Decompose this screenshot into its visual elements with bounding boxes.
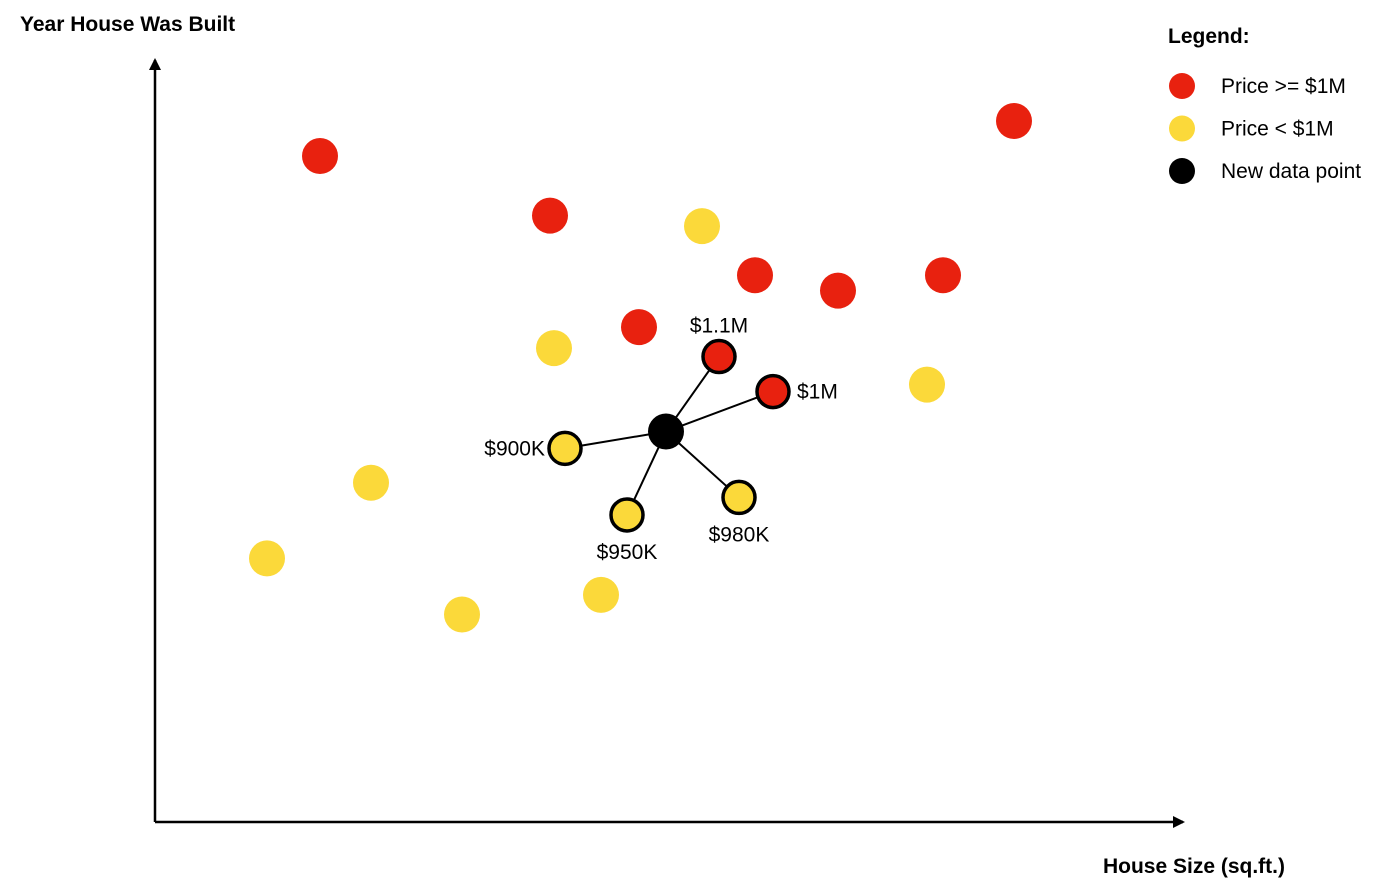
nearest-neighbor-point bbox=[755, 373, 791, 410]
x-axis-title: House Size (sq.ft.) bbox=[1103, 855, 1285, 878]
data-point-low bbox=[444, 596, 480, 633]
nearest-neighbor-point bbox=[609, 497, 645, 533]
legend-label: Price >= $1M bbox=[1221, 75, 1346, 98]
data-point-low bbox=[684, 208, 720, 245]
data-point-high bbox=[621, 309, 657, 346]
neighbor-labels: $1.1M $1M $900K $950K $980K bbox=[484, 315, 838, 564]
neighbor-price-label: $980K bbox=[709, 523, 770, 546]
legend-marker-new bbox=[1169, 158, 1195, 184]
data-point-high bbox=[820, 272, 856, 309]
neighbor-price-label: $900K bbox=[484, 437, 545, 460]
nearest-neighbor-point bbox=[701, 338, 737, 375]
nearest-neighbor-point bbox=[721, 479, 757, 516]
data-point-low bbox=[536, 330, 572, 367]
neighbor-price-label: $1M bbox=[797, 381, 838, 404]
nearest-neighbor-point bbox=[547, 430, 583, 467]
data-point-high bbox=[737, 257, 773, 294]
legend-label: New data point bbox=[1221, 160, 1361, 183]
data-point-high bbox=[996, 103, 1032, 139]
data-points bbox=[249, 103, 1032, 633]
legend-marker-low bbox=[1169, 115, 1195, 142]
data-point-low bbox=[249, 540, 285, 577]
data-point-high bbox=[532, 197, 568, 234]
data-point-low bbox=[909, 366, 945, 403]
neighbor-connector-line bbox=[665, 390, 774, 433]
neighbor-price-label: $950K bbox=[597, 541, 658, 564]
legend-label: Price < $1M bbox=[1221, 118, 1334, 141]
data-point-low bbox=[353, 464, 389, 501]
data-point-low bbox=[583, 576, 619, 613]
neighbor-price-label: $1.1M bbox=[690, 315, 748, 338]
legend-title: Legend: bbox=[1168, 25, 1250, 48]
data-point-high bbox=[302, 138, 338, 175]
data-point-high bbox=[925, 257, 961, 294]
y-axis-title: Year House Was Built bbox=[20, 13, 235, 36]
new-data-point bbox=[648, 413, 684, 450]
legend: Legend: Price >= $1M Price < $1M New data … bbox=[1168, 25, 1361, 184]
legend-marker-high bbox=[1169, 73, 1195, 99]
